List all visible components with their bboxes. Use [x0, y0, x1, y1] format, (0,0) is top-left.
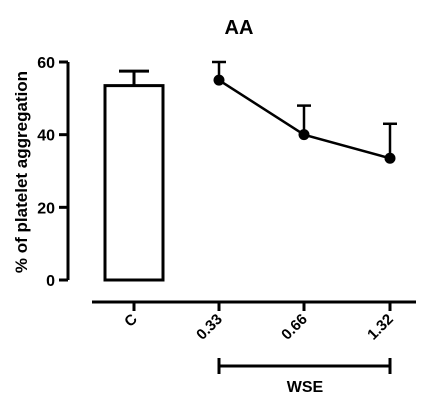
- y-tick-label: 0: [46, 273, 55, 290]
- bar-control: [103, 84, 165, 282]
- bracket-label: WSE: [287, 379, 324, 396]
- x-tick-label: 1.32: [364, 311, 397, 344]
- data-point: [384, 152, 396, 164]
- y-tick-label: 40: [37, 128, 55, 145]
- plot-area: [103, 60, 397, 282]
- x-axis: C 0.33 0.66 1.32: [92, 300, 416, 344]
- x-tick-label: 0.66: [278, 311, 311, 344]
- y-tick-label: 20: [37, 200, 55, 217]
- y-axis: 0 20 40 60: [37, 55, 70, 290]
- x-tick-label: 0.33: [193, 311, 226, 344]
- y-tick-label: 60: [37, 55, 55, 72]
- data-point: [213, 74, 225, 86]
- chart-title: AA: [225, 17, 254, 39]
- x-tick-label: C: [121, 311, 141, 331]
- data-point: [298, 129, 310, 141]
- y-axis-label: % of platelet aggregation: [12, 71, 31, 273]
- wse-bracket: WSE: [217, 358, 392, 396]
